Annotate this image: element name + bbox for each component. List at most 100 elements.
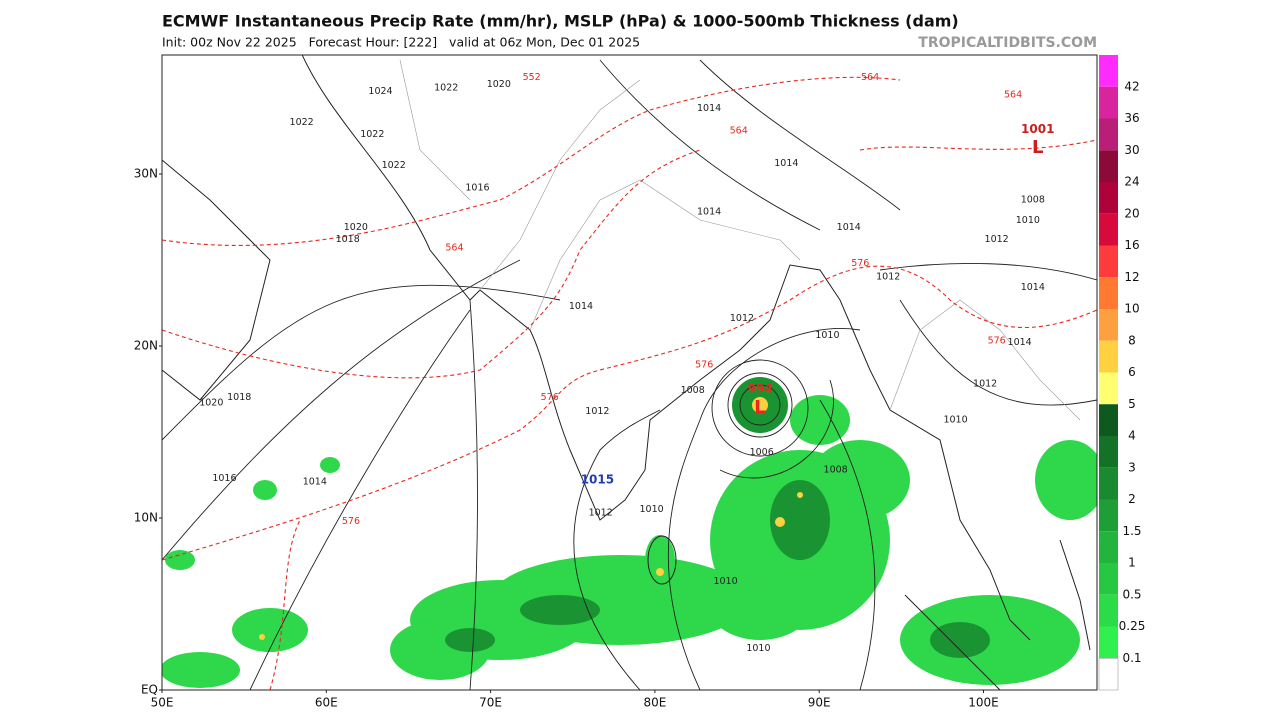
lat-label: 10N	[134, 511, 158, 525]
isobar-label: 1014	[1021, 282, 1045, 293]
thickness-label: 552	[523, 72, 541, 83]
coastlines	[162, 55, 1091, 690]
thickness-label: 564	[1004, 89, 1022, 100]
thickness-label: 564	[445, 242, 463, 253]
colorbar-label: 1	[1128, 556, 1136, 570]
colorbar-segment	[1099, 277, 1118, 309]
colorbar-label: 6	[1128, 365, 1136, 379]
colorbar-segment	[1099, 436, 1118, 468]
colorbar-segment	[1099, 55, 1118, 87]
colorbar-segment	[1099, 372, 1118, 405]
colorbar-segment	[1099, 404, 1118, 436]
isobar-label: 1018	[227, 392, 251, 403]
pressure-center: 1001	[1021, 122, 1054, 136]
isobar-label: 1008	[824, 464, 848, 475]
isobar-label: 1014	[569, 301, 593, 312]
isobar-label: 1020	[487, 79, 511, 90]
isobar-label: 1012	[876, 272, 900, 283]
colorbar-label: 5	[1128, 397, 1136, 411]
colorbar-segment	[1099, 309, 1118, 341]
isobar-label: 1022	[382, 160, 406, 171]
colorbar-label: 30	[1124, 143, 1139, 157]
colorbar-label: 3	[1128, 460, 1136, 474]
colorbar-segment	[1098, 658, 1119, 691]
isobar-label: 1014	[837, 222, 861, 233]
isobars	[162, 59, 1097, 690]
pressure-center: L	[1032, 137, 1043, 158]
colorbar-label: 0.1	[1122, 651, 1141, 665]
lon-label: 100E	[968, 696, 999, 710]
colorbar-segment	[1099, 499, 1118, 532]
isobar-label: 1012	[730, 313, 754, 324]
colorbar-segment	[1099, 86, 1118, 119]
lon-label: 80E	[643, 696, 666, 710]
isobar-label: 1022	[360, 129, 384, 140]
precip-intense	[259, 397, 803, 640]
colorbar-segment	[1099, 150, 1118, 182]
lat-label: EQ	[141, 683, 158, 697]
isobar-label: 1022	[290, 117, 314, 128]
isobar-label: 1010	[746, 643, 770, 654]
thickness-lines	[162, 76, 1097, 690]
colorbar-label: 12	[1124, 270, 1139, 284]
borders	[399, 59, 1081, 421]
isobar-label: 1020	[199, 397, 223, 408]
colorbar-segment	[1099, 563, 1118, 595]
isobar-label: 1022	[434, 83, 458, 94]
colorbar-label: 36	[1124, 111, 1139, 125]
thickness-label: 576	[988, 335, 1006, 346]
isobar-label: 1012	[973, 378, 997, 389]
map-area	[162, 55, 1097, 690]
isobar-label: 1014	[697, 103, 721, 114]
isobar-label: 1010	[943, 414, 967, 425]
colorbar-label: 20	[1124, 206, 1139, 220]
isobar-label: 1012	[985, 234, 1009, 245]
colorbar-label: 0.25	[1119, 619, 1146, 633]
colorbar-label: 4	[1128, 429, 1136, 443]
lon-label: 50E	[151, 696, 174, 710]
thickness-label: 564	[861, 72, 879, 83]
pressure-center: L	[754, 397, 765, 418]
pressure-center: 1015	[581, 473, 614, 487]
isobar-label: 1014	[697, 206, 721, 217]
isobar-label: 1018	[336, 234, 360, 245]
map-frame	[161, 54, 1098, 691]
colorbar-label: 8	[1128, 333, 1136, 347]
watermark: TROPICALTIDBITS.COM	[918, 35, 1097, 51]
lat-label: 20N	[134, 339, 158, 353]
lat-label: 30N	[134, 167, 158, 181]
thickness-label: 576	[342, 516, 360, 527]
subtitle: Init: 00z Nov 22 2025 Forecast Hour: [22…	[162, 35, 640, 50]
colorbar-label: 1.5	[1122, 524, 1141, 538]
isobar-label: 1010	[640, 504, 664, 515]
colorbar-label: 24	[1124, 175, 1139, 189]
lon-label: 70E	[479, 696, 502, 710]
isobar-label: 1014	[1008, 337, 1032, 348]
colorbar-label: 2	[1128, 492, 1136, 506]
colorbar-segment	[1099, 182, 1118, 214]
isobar-label: 1012	[589, 507, 613, 518]
isobar-label: 1008	[1021, 194, 1045, 205]
colorbar-segment	[1099, 626, 1118, 659]
isobar-label: 1012	[585, 406, 609, 417]
thickness-label: 576	[695, 359, 713, 370]
isobar-label: 1016	[465, 182, 489, 193]
thickness-label: 576	[541, 392, 559, 403]
isobar-label: 1010	[815, 330, 839, 341]
colorbar-segment	[1099, 467, 1118, 500]
isobar-label: 1014	[303, 476, 327, 487]
pressure-center: 994	[748, 382, 773, 396]
isobar-label: 1014	[774, 158, 798, 169]
colorbar-segment	[1099, 594, 1118, 627]
colorbar-label: 42	[1124, 79, 1139, 93]
isobar-label: 1010	[713, 576, 737, 587]
thickness-label: 564	[730, 126, 748, 137]
isobar-label: 1016	[212, 473, 236, 484]
thickness-label: 576	[851, 258, 869, 269]
isobar-label: 1020	[344, 222, 368, 233]
colorbar-label: 0.5	[1122, 587, 1141, 601]
isobar-label: 1008	[681, 385, 705, 396]
colorbar-segment	[1099, 531, 1118, 563]
